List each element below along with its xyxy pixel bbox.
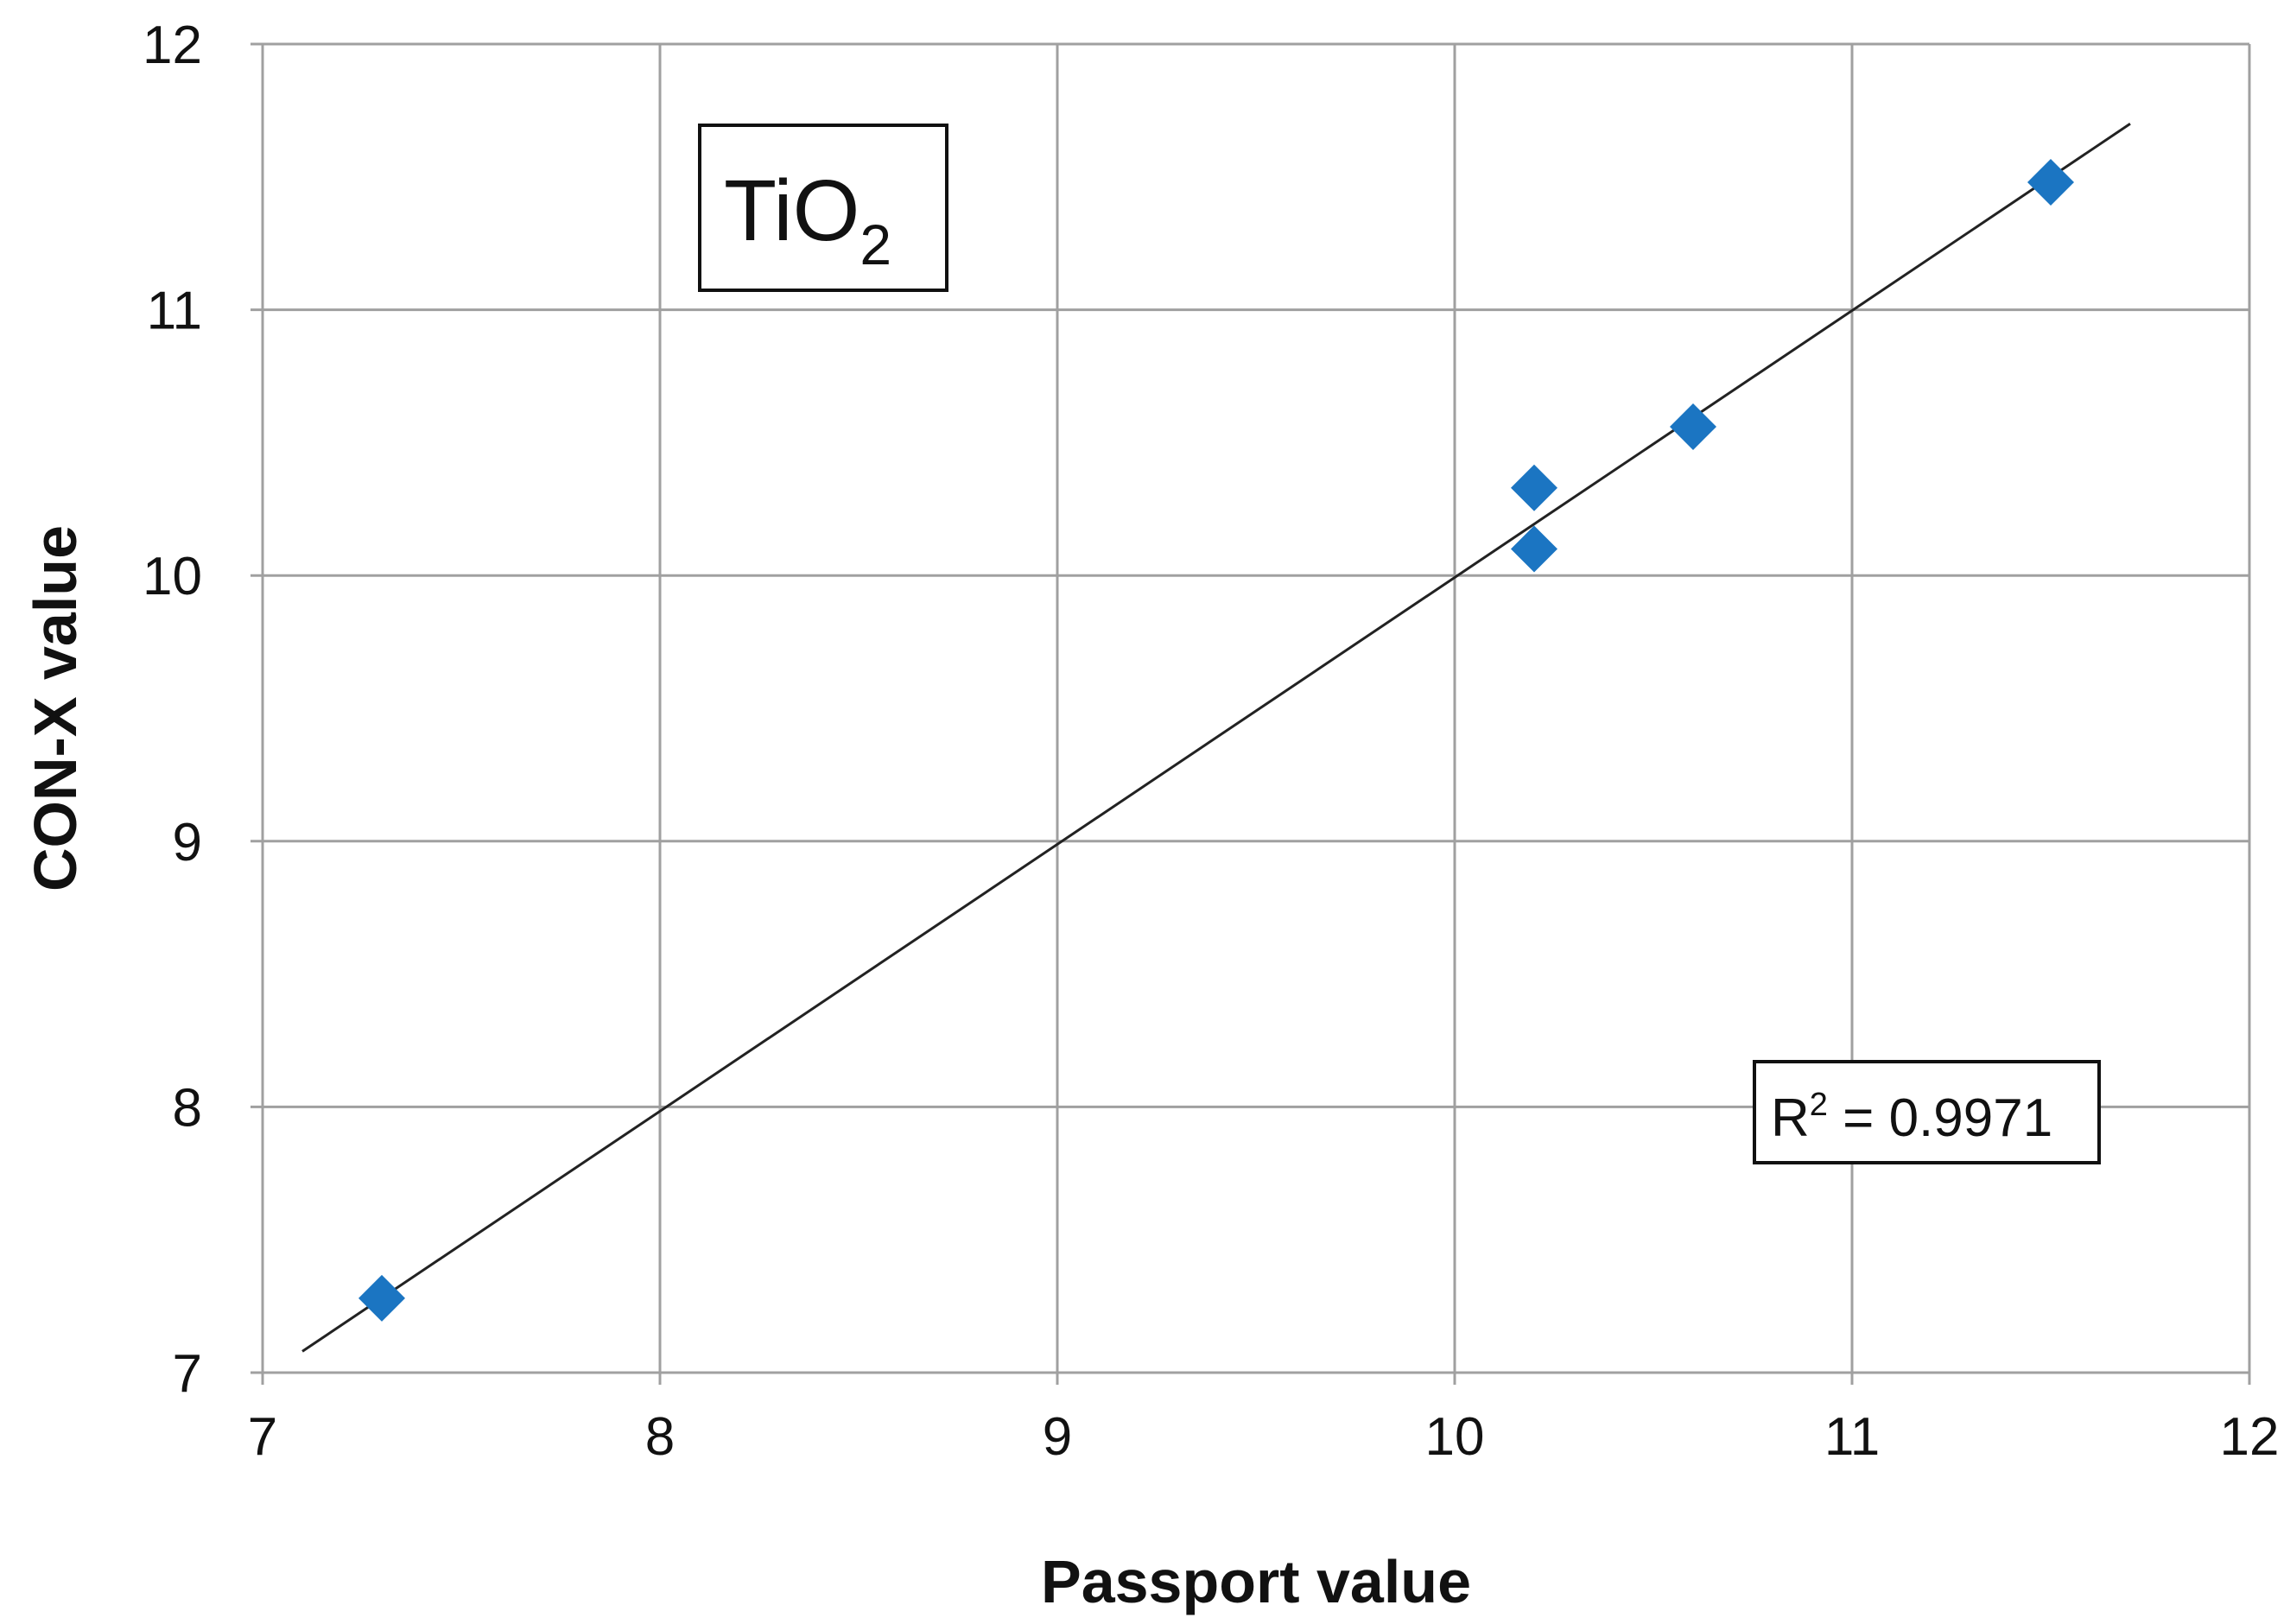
- y-tick-label: 11: [147, 282, 202, 341]
- y-tick-label: 12: [143, 16, 202, 75]
- trendline: [301, 123, 2131, 1353]
- data-point: [1511, 464, 1557, 511]
- tick-labels: 7 8 9 10 11 12 7 8 9 10 11 12: [143, 16, 2279, 1467]
- svg-text:R2 = 0.9971: R2 = 0.9971: [1771, 1087, 2052, 1148]
- x-tick-label: 9: [1043, 1407, 1072, 1467]
- x-tick-label: 7: [248, 1407, 277, 1467]
- tio2-main: TiO: [724, 162, 860, 259]
- tio2-sub: 2: [860, 213, 891, 276]
- x-axis-title: Passport value: [1041, 1548, 1471, 1615]
- y-tick-label: 8: [173, 1078, 202, 1138]
- data-point: [2027, 158, 2074, 206]
- x-tick-label: 11: [1824, 1407, 1880, 1467]
- data-points: [358, 158, 2074, 1322]
- data-point: [1511, 525, 1557, 573]
- r2-sup: 2: [1810, 1087, 1828, 1123]
- grid: [251, 42, 2251, 1385]
- r2-annotation: R2 = 0.9971: [1753, 1060, 2101, 1164]
- r2-prefix: R: [1771, 1088, 1810, 1148]
- svg-text:TiO2: TiO2: [724, 162, 891, 276]
- data-point: [358, 1274, 405, 1322]
- x-tick-label: 10: [1425, 1407, 1485, 1467]
- tio2-annotation: TiO2: [698, 124, 948, 292]
- r2-value: = 0.9971: [1828, 1088, 2052, 1148]
- y-axis-title: CON-X value: [22, 525, 89, 891]
- data-point: [1670, 403, 1716, 450]
- y-tick-label: 7: [173, 1344, 202, 1404]
- y-tick-label: 10: [143, 547, 202, 606]
- y-tick-label: 9: [173, 813, 202, 872]
- x-tick-label: 8: [645, 1407, 675, 1467]
- x-tick-label: 12: [2220, 1407, 2280, 1467]
